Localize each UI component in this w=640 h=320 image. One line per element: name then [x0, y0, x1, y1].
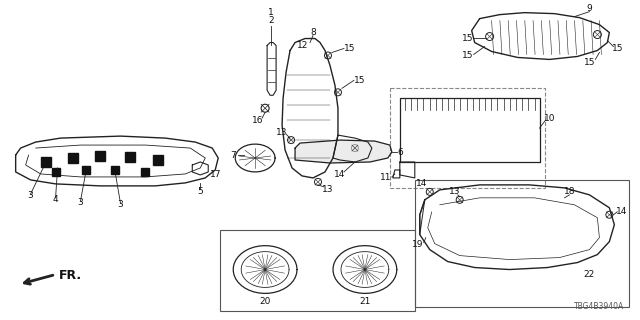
Text: 15: 15 [462, 34, 474, 43]
Text: 10: 10 [544, 114, 556, 123]
Text: 18: 18 [564, 188, 575, 196]
Text: 3: 3 [28, 191, 33, 200]
Text: 1: 1 [268, 8, 274, 17]
Bar [125, 152, 136, 162]
Text: 15: 15 [462, 51, 474, 60]
Text: 17: 17 [209, 171, 221, 180]
Text: 13: 13 [276, 128, 288, 137]
Text: 3: 3 [118, 200, 124, 209]
Polygon shape [295, 140, 392, 163]
Bar [81, 166, 90, 174]
Bar [220, 230, 415, 311]
Text: 14: 14 [334, 171, 346, 180]
Text: 4: 4 [52, 195, 58, 204]
Text: 9: 9 [586, 4, 592, 13]
Text: 13: 13 [322, 185, 333, 194]
Text: 14: 14 [416, 180, 428, 188]
Bar [52, 168, 60, 176]
Bar [95, 151, 106, 161]
Text: 19: 19 [412, 240, 424, 249]
Text: 2: 2 [268, 16, 274, 25]
Text: FR.: FR. [59, 269, 82, 282]
Bar [68, 153, 77, 163]
Text: 14: 14 [616, 207, 627, 216]
Text: 5: 5 [197, 188, 203, 196]
Bar [141, 168, 149, 176]
Text: TBG4B3940A: TBG4B3940A [574, 302, 625, 311]
Text: 15: 15 [354, 76, 365, 85]
Text: 16: 16 [252, 116, 264, 125]
Text: 7: 7 [230, 150, 236, 160]
Text: 11: 11 [380, 173, 392, 182]
Bar [111, 166, 120, 174]
Bar [415, 180, 629, 307]
Text: 13: 13 [449, 188, 460, 196]
Bar [390, 88, 545, 188]
Text: 12: 12 [298, 41, 308, 50]
Bar [154, 155, 163, 165]
Text: 15: 15 [584, 58, 595, 67]
Text: 21: 21 [359, 297, 371, 306]
Text: 22: 22 [584, 270, 595, 279]
Text: 8: 8 [310, 28, 316, 37]
Text: 20: 20 [259, 297, 271, 306]
Bar [40, 157, 51, 167]
Text: 6: 6 [397, 148, 403, 156]
Text: 15: 15 [612, 44, 623, 53]
Text: 15: 15 [344, 44, 356, 53]
Text: 3: 3 [77, 198, 83, 207]
